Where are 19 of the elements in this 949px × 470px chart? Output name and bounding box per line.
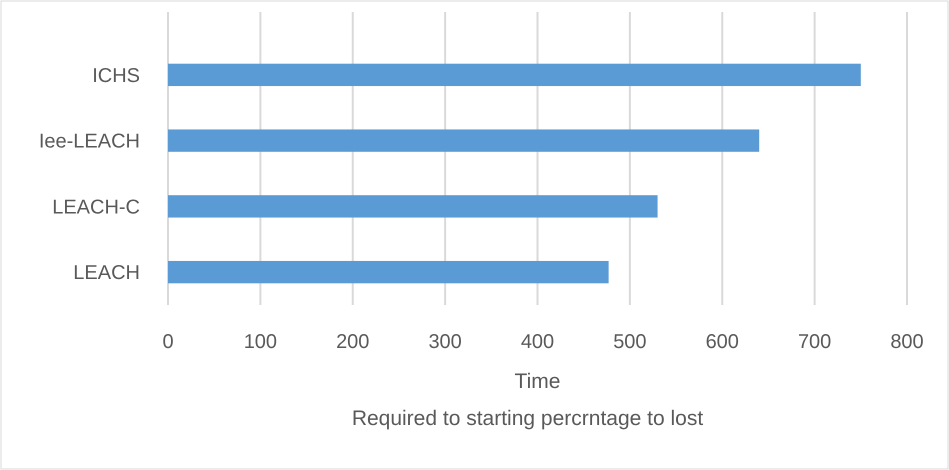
bar (168, 195, 658, 218)
bar (168, 64, 861, 86)
x-tick-label: 800 (890, 331, 924, 353)
x-tick-label: 200 (336, 331, 370, 353)
y-tick-label: LEACH-C (52, 196, 140, 218)
y-tick-label: Iee-LEACH (38, 130, 140, 153)
bar (168, 129, 760, 152)
x-tick-label: 100 (244, 331, 278, 353)
x-tick-label: 0 (162, 331, 174, 353)
x-tick-label: 300 (428, 331, 462, 353)
x-tick-label: 500 (613, 331, 647, 353)
x-axis-title: Time (514, 370, 560, 393)
x-tick-label: 600 (706, 331, 739, 353)
y-tick-label: LEACH (73, 262, 140, 284)
x-tick-label: 700 (798, 331, 832, 353)
y-tick-label: ICHS (92, 64, 140, 87)
text: Required to starting percrntage to lost (352, 407, 704, 430)
bar (168, 260, 609, 284)
x-tick-label: 400 (520, 331, 554, 353)
